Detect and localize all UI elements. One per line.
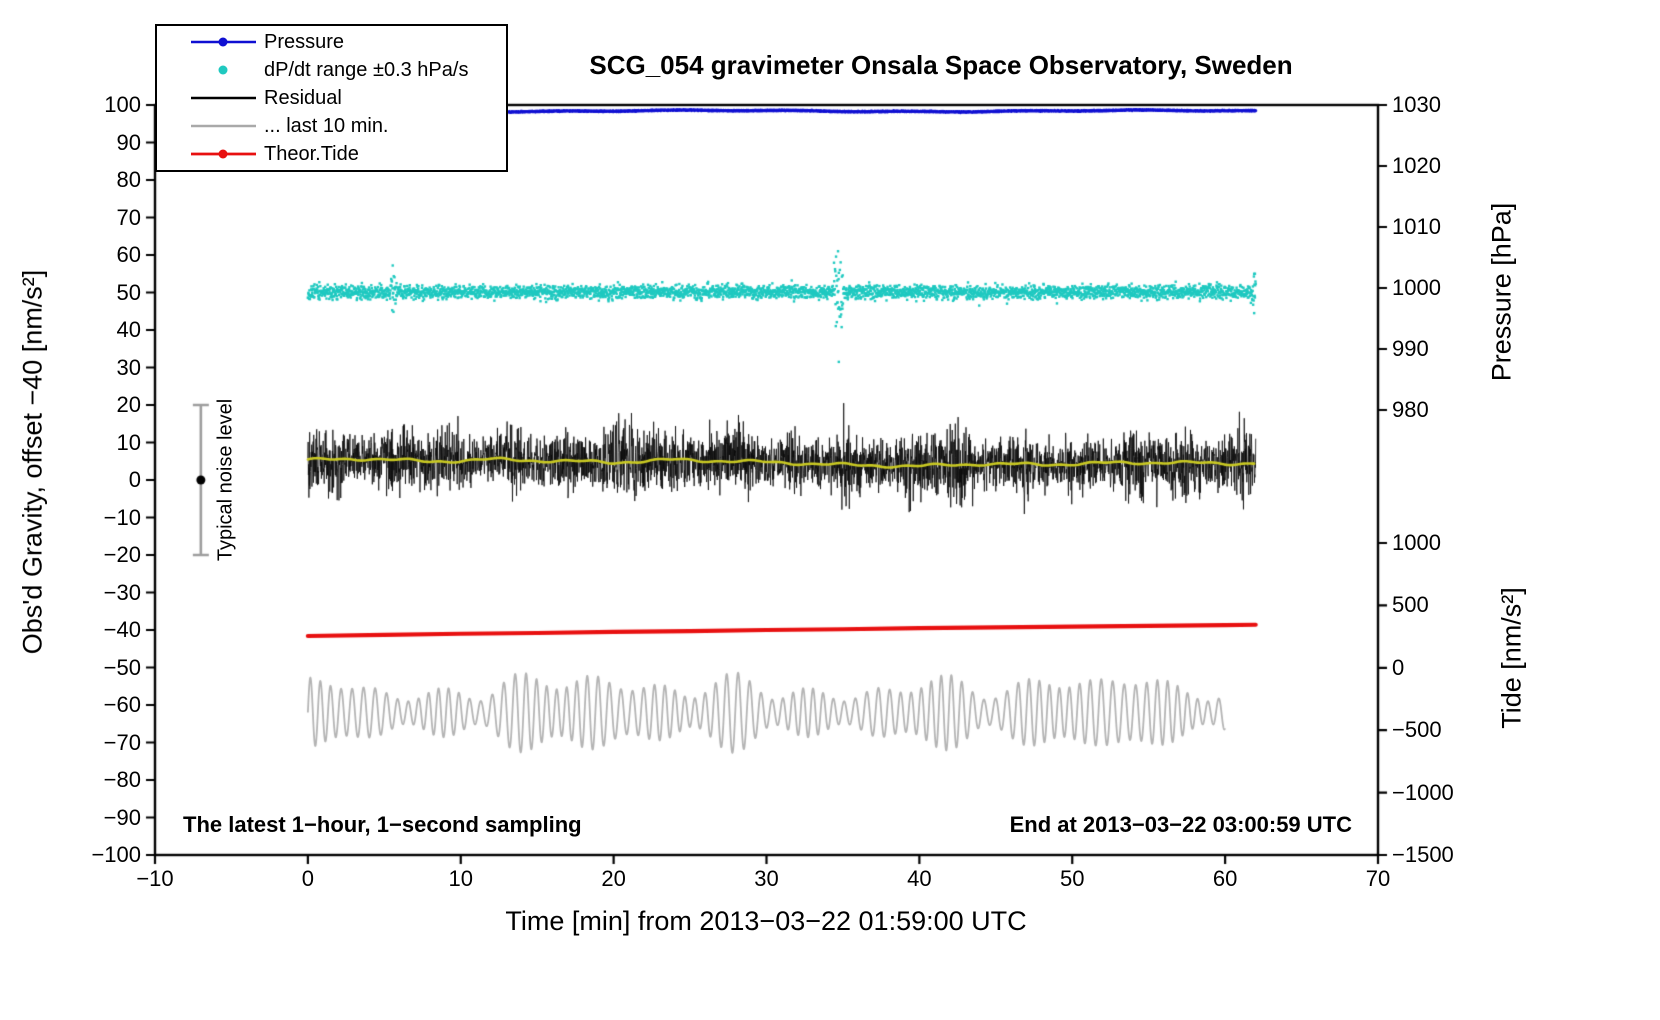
cyan-dot-marker [157, 56, 262, 84]
legend-item-label: Theor.Tide [264, 142, 359, 165]
red-line-dot-marker [157, 140, 262, 168]
legend-item: ... last 10 min. [157, 112, 506, 140]
legend: Pressure dP/dt range ±0.3 hPa/s Residual..… [155, 24, 508, 172]
tide-axis-label: Tide [nm/s²] [1496, 587, 1527, 729]
legend-item-label: dP/dt range ±0.3 hPa/s [264, 58, 469, 81]
blue-line-dot-marker [157, 28, 262, 56]
legend-item-label: Residual [264, 86, 342, 109]
gray-line-marker [157, 112, 262, 140]
pressure-axis-label: Pressure [hPa] [1486, 202, 1517, 382]
black-line-marker [157, 84, 262, 112]
legend-item-label: ... last 10 min. [264, 114, 389, 137]
legend-item: Theor.Tide [157, 140, 506, 168]
plot-title: SCG_054 gravimeter Onsala Space Observat… [589, 50, 1293, 80]
noise-level-label: Typical noise level [214, 398, 237, 562]
end-time-note: End at 2013−03−22 03:00:59 UTC [1009, 812, 1352, 837]
legend-item: dP/dt range ±0.3 hPa/s [157, 56, 506, 84]
x-axis-label: Time [min] from 2013−03−22 01:59:00 UTC [505, 906, 1027, 936]
legend-item-label: Pressure [264, 30, 345, 53]
legend-item: Residual [157, 84, 506, 112]
legend-item: Pressure [157, 28, 506, 56]
y-axis-left-label: Obs'd Gravity, offset −40 [nm/s²] [17, 269, 48, 655]
sampling-note: The latest 1−hour, 1−second sampling [183, 812, 582, 837]
